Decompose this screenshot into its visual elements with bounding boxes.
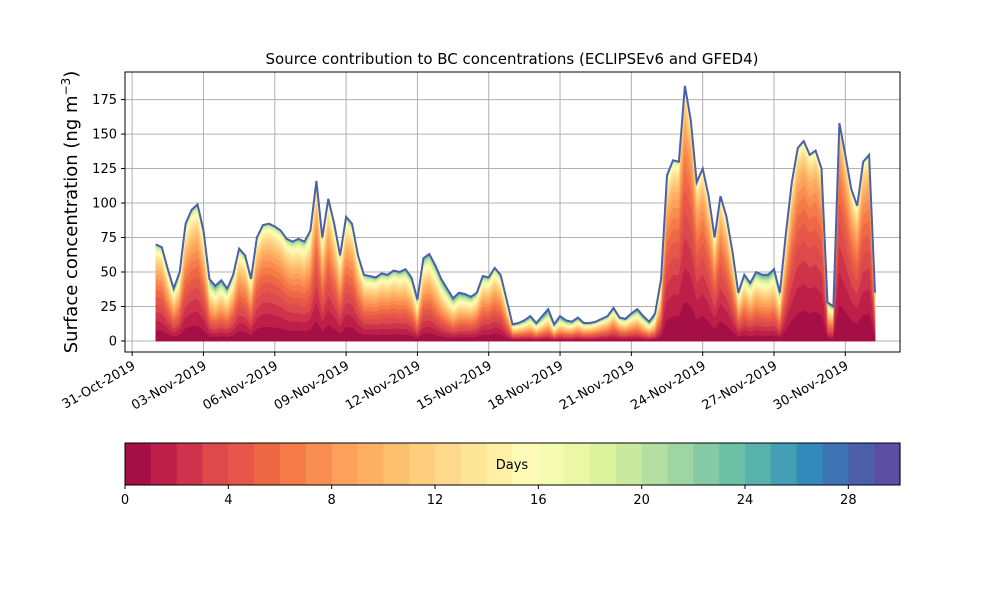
colorbar-tick-label: 16 [530, 493, 547, 508]
y-axis-label-exponent: −3 [59, 78, 73, 96]
colorbar-cell [719, 443, 746, 485]
y-axis-label-close: ) [61, 71, 82, 78]
x-tick-label: 31-Oct-2019 [60, 358, 138, 412]
colorbar-cell [280, 443, 307, 485]
y-tick-label: 175 [92, 93, 117, 108]
y-tick-label: 125 [92, 162, 117, 177]
colorbar-cell [590, 443, 617, 485]
colorbar-cell [202, 443, 229, 485]
colorbar-cell [770, 443, 798, 485]
chart-title: Source contribution to BC concentrations… [265, 50, 758, 68]
colorbar-cell [874, 443, 901, 485]
y-axis-label-main: Surface concentration (ng m [61, 95, 82, 353]
contribution-band-day-0 [155, 301, 876, 342]
x-tick-label: 06-Nov-2019 [200, 358, 280, 413]
colorbar-tick-label: 0 [121, 493, 129, 508]
colorbar-tick-label: 4 [224, 493, 232, 508]
colorbar-cell [254, 443, 281, 485]
colorbar-cell [822, 443, 849, 485]
y-tick-label: 100 [92, 197, 117, 212]
colorbar-cell [435, 443, 462, 485]
y-axis: 0 25 50 75 100 125 150 175 [92, 93, 125, 349]
colorbar-cell [150, 443, 178, 485]
colorbar-cell [538, 443, 565, 485]
colorbar-cell [796, 443, 824, 485]
y-tick-label: 75 [100, 231, 117, 246]
colorbar-cell [125, 443, 152, 485]
x-tick-label: 18-Nov-2019 [486, 358, 566, 413]
plot-frame [124, 71, 901, 353]
colorbar-cell [305, 443, 333, 485]
colorbar-cell [667, 443, 694, 485]
x-tick-label: 09-Nov-2019 [272, 358, 352, 413]
x-tick-label: 21-Nov-2019 [557, 358, 637, 413]
colorbar-cell [357, 443, 384, 485]
colorbar-cell [486, 443, 514, 485]
colorbar-frame [124, 442, 901, 486]
colorbar-cell [228, 443, 255, 485]
y-tick-label: 25 [100, 300, 117, 315]
x-tick-label: 24-Nov-2019 [628, 358, 708, 413]
colorbar-tick-label: 28 [840, 493, 857, 508]
colorbar-cell [383, 443, 410, 485]
x-tick-label: 15-Nov-2019 [414, 358, 494, 413]
colorbar-tick-label: 12 [427, 493, 444, 508]
colorbar-cell [615, 443, 643, 485]
colorbar-cell [331, 443, 359, 485]
stacked-areas [155, 85, 876, 342]
y-tick-label: 150 [92, 128, 117, 143]
colorbar-cell [693, 443, 720, 485]
colorbar-label: Days [496, 458, 529, 473]
colorbar-cell [564, 443, 591, 485]
colorbar-tick-label: 24 [737, 493, 754, 508]
colorbar-ticks: 0 4 8 12 16 20 24 28 [121, 485, 857, 508]
colorbar: Days 0 4 8 12 16 20 24 28 [121, 442, 901, 508]
y-tick-label: 50 [100, 266, 117, 281]
x-tick-label: 12-Nov-2019 [343, 358, 423, 413]
colorbar-cell [176, 443, 204, 485]
colorbar-cells [125, 443, 901, 485]
y-axis-label: Surface concentration (ng m−3) [59, 71, 82, 354]
x-tick-label: 30-Nov-2019 [771, 358, 851, 413]
y-tick-label: 0 [109, 334, 117, 349]
colorbar-cell [409, 443, 436, 485]
x-tick-label: 27-Nov-2019 [700, 358, 780, 413]
colorbar-tick-label: 8 [328, 493, 336, 508]
colorbar-cell [460, 443, 488, 485]
total-outline [155, 85, 876, 327]
colorbar-cell [512, 443, 539, 485]
colorbar-tick-label: 20 [633, 493, 650, 508]
x-axis: 31-Oct-201903-Nov-201906-Nov-201909-Nov-… [60, 352, 851, 413]
colorbar-cell [641, 443, 669, 485]
colorbar-cell [745, 443, 772, 485]
x-tick-label: 03-Nov-2019 [129, 358, 209, 413]
colorbar-cell [848, 443, 875, 485]
